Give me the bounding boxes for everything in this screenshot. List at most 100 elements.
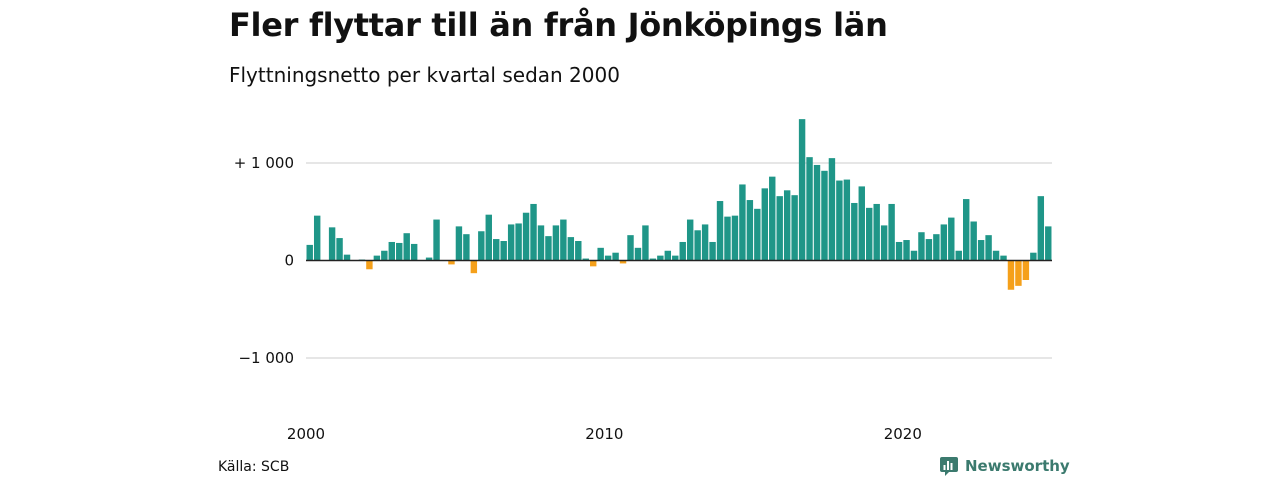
bar [1000, 255, 1007, 261]
bar [686, 219, 694, 261]
bar [336, 238, 343, 261]
bar [604, 255, 612, 261]
bar [470, 260, 478, 274]
bar [590, 260, 597, 267]
bar [903, 240, 910, 261]
bar [649, 258, 657, 261]
bar [1037, 196, 1045, 261]
bar [597, 247, 604, 261]
bar [537, 225, 545, 261]
bar [328, 227, 336, 261]
bar [493, 239, 500, 261]
bar [522, 212, 530, 261]
bar [425, 257, 433, 261]
bar [851, 202, 858, 261]
bar [552, 225, 560, 261]
bar [701, 224, 709, 261]
bar [627, 235, 634, 261]
bar [769, 176, 776, 261]
bar [709, 241, 716, 261]
bar [664, 250, 672, 261]
bar [731, 215, 739, 261]
bar [530, 203, 537, 261]
bar [746, 200, 754, 261]
bar [776, 196, 783, 261]
bar [866, 207, 873, 261]
bar [761, 188, 768, 261]
bar [895, 241, 903, 261]
bar [455, 226, 463, 261]
bar [933, 234, 940, 261]
bar [1007, 260, 1015, 290]
bar [992, 250, 1000, 261]
chart-subtitle: Flyttningsnetto per kvartal sedan 2000 [229, 63, 620, 87]
bar [724, 216, 731, 261]
bar [783, 190, 791, 261]
x-tick-label: 2000 [287, 425, 325, 443]
bar [977, 240, 985, 261]
bar [918, 232, 925, 261]
bar [410, 243, 418, 261]
bar [634, 247, 642, 261]
bar [381, 250, 388, 261]
bar [716, 201, 724, 261]
bar [478, 231, 485, 261]
y-tick-label: 0 [284, 252, 294, 270]
bar [545, 236, 552, 261]
bar [507, 224, 515, 261]
bar [813, 164, 821, 261]
bar [403, 233, 410, 261]
bar [910, 250, 918, 261]
bar [560, 219, 567, 261]
bar [1030, 252, 1037, 261]
bar [448, 260, 455, 265]
bar [515, 223, 522, 261]
bar [970, 221, 977, 261]
bar [955, 250, 962, 261]
chart-title: Fler flyttar till än från Jönköpings län [229, 6, 888, 44]
bar [798, 119, 806, 261]
bar [575, 241, 582, 261]
bar [313, 215, 321, 261]
bar [843, 179, 851, 261]
bar [836, 180, 843, 261]
bar [828, 158, 836, 261]
bar [567, 237, 575, 261]
bar [1022, 260, 1030, 280]
x-tick-label: 2010 [585, 425, 623, 443]
newsworthy-logo-icon [940, 457, 958, 476]
bar [873, 203, 880, 261]
bar [985, 235, 992, 261]
bar [612, 252, 619, 261]
source-label: Källa: SCB [218, 459, 290, 475]
bar [500, 241, 507, 261]
bar [1045, 226, 1052, 261]
bar [739, 184, 746, 261]
bar [791, 195, 798, 261]
bar [373, 255, 381, 261]
x-tick-label: 2020 [884, 425, 922, 443]
bar [806, 157, 813, 261]
bar [672, 255, 679, 261]
bar [463, 234, 470, 261]
bar [679, 241, 686, 261]
bar [619, 260, 627, 264]
bar [754, 208, 761, 261]
bar [880, 225, 888, 261]
bar [1015, 260, 1022, 286]
bar [485, 214, 492, 261]
bar [306, 244, 313, 261]
bar [821, 170, 828, 261]
bar [888, 203, 895, 261]
bar [657, 255, 664, 261]
bar [366, 260, 373, 270]
brand-name: Newsworthy [965, 457, 1070, 475]
bar [948, 217, 955, 261]
bar [396, 242, 403, 261]
bar [343, 254, 351, 261]
y-tick-label: −1 000 [238, 349, 294, 367]
bar [925, 239, 933, 261]
bar [642, 225, 649, 261]
brand-logo: Newsworthy [939, 456, 1070, 476]
bar [694, 230, 701, 261]
